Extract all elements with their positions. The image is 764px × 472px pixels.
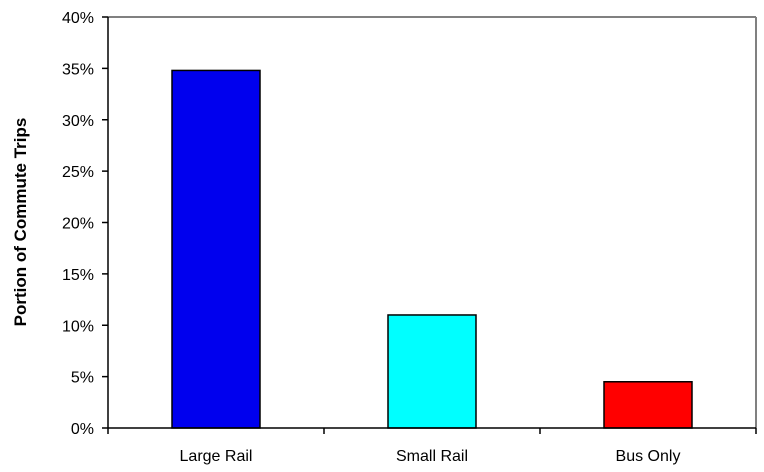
y-axis-label: Portion of Commute Trips [11, 118, 30, 327]
bar [171, 69, 261, 429]
y-tick-label: 20% [62, 216, 94, 233]
x-tick-label: Bus Only [616, 448, 681, 465]
y-ticks-group: 0% 5% 10% 15% 20% 25% 30% 35% 40% [62, 10, 108, 438]
plot-frame [108, 16, 757, 428]
y-tick-label: 15% [62, 267, 94, 284]
bars-group [171, 69, 693, 429]
y-tick-label: 5% [71, 370, 94, 387]
y-tick-label: 10% [62, 318, 94, 335]
y-tick-label: 0% [71, 421, 94, 438]
x-tick-label: Small Rail [396, 448, 468, 465]
y-tick-label: 25% [62, 164, 94, 181]
y-tick-label: 40% [62, 10, 94, 27]
bar [603, 381, 693, 429]
y-tick-label: 30% [62, 113, 94, 130]
y-tick-label: 35% [62, 61, 94, 78]
x-tick-label: Large Rail [180, 448, 253, 465]
x-ticks-group: Large Rail Small Rail Bus Only [107, 428, 757, 465]
bar [387, 314, 477, 429]
